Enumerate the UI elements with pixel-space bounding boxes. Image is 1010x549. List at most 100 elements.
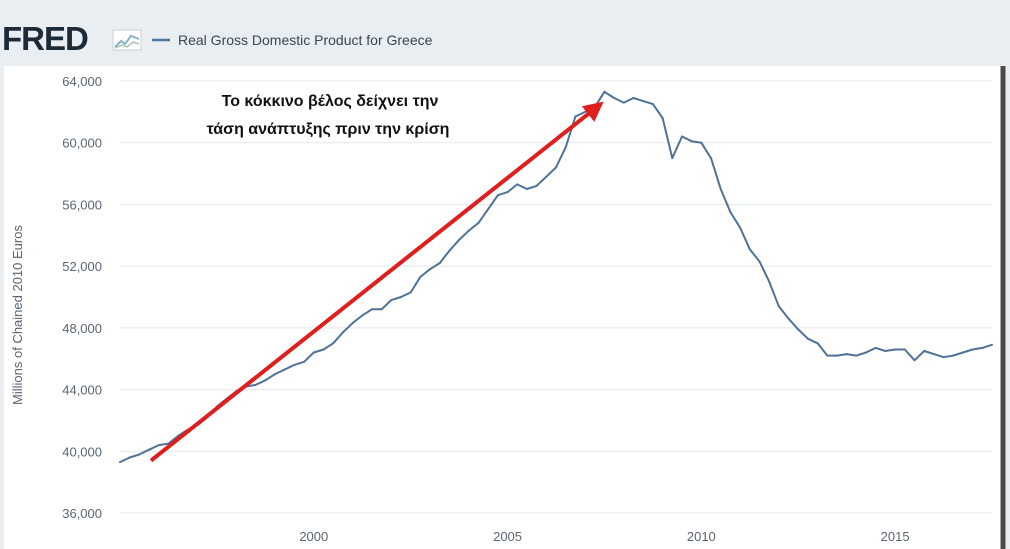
y-tick-label: 44,000 — [62, 383, 102, 398]
data-point — [923, 350, 926, 352]
data-point — [836, 354, 838, 357]
data-point — [283, 368, 286, 371]
data-point — [477, 221, 480, 224]
data-point — [564, 146, 567, 149]
annotation-line-1: Το κόκκινο βέλος δείχνει την — [222, 93, 439, 110]
data-point — [894, 348, 897, 351]
data-point — [332, 342, 335, 345]
plot-panel — [4, 66, 1001, 549]
y-tick-label: 40,000 — [62, 444, 102, 459]
data-point — [303, 360, 306, 363]
y-tick-label: 48,000 — [62, 321, 102, 336]
data-point — [758, 260, 761, 263]
data-points — [119, 90, 993, 464]
data-point — [506, 191, 509, 194]
data-point — [341, 331, 344, 334]
data-point — [845, 353, 848, 356]
data-point — [370, 308, 373, 311]
data-point — [729, 211, 732, 214]
data-point — [952, 354, 955, 357]
data-point — [806, 337, 809, 340]
data-point — [690, 140, 693, 143]
data-point — [380, 308, 383, 311]
data-point — [632, 97, 635, 99]
data-point — [545, 175, 548, 178]
data-point — [710, 157, 712, 160]
gridlines — [120, 80, 992, 514]
data-point — [312, 351, 315, 354]
y-axis-ticks: 36,000 40,000 44,000 48,000 52,000 56,000 60,0… — [62, 74, 102, 521]
y-axis-label: Millions of Chained 2010 Euros — [10, 225, 25, 405]
data-point — [748, 248, 751, 251]
data-point — [768, 280, 771, 283]
line-chart-icon — [112, 29, 142, 51]
data-point — [961, 351, 964, 354]
data-point — [351, 322, 354, 325]
data-point — [429, 268, 431, 271]
data-point — [438, 262, 441, 265]
data-point — [496, 194, 499, 197]
data-point — [525, 188, 528, 190]
data-point — [826, 354, 829, 357]
red-trend-arrow — [149, 101, 604, 463]
x-tick-label: 2005 — [493, 529, 522, 544]
data-point — [409, 291, 412, 294]
data-point — [322, 348, 325, 351]
data-point — [855, 354, 858, 357]
data-point — [777, 305, 780, 308]
fred-logo: FRED — [2, 20, 88, 57]
data-point — [903, 348, 906, 351]
data-point — [157, 444, 160, 447]
data-point — [274, 373, 276, 376]
data-point — [390, 299, 393, 302]
data-point — [651, 103, 654, 106]
data-point — [622, 101, 625, 104]
data-point — [400, 296, 402, 298]
data-point — [865, 351, 867, 354]
data-point — [991, 343, 993, 346]
data-point — [138, 453, 141, 456]
y-tick-label: 60,000 — [62, 136, 102, 151]
y-tick-label: 64,000 — [62, 74, 102, 89]
legend-label: Real Gross Domestic Product for Greece — [178, 32, 433, 48]
annotation-line-2: τάση ανάπτυξης πριν την κρίση — [207, 121, 450, 138]
data-point — [555, 166, 557, 169]
y-tick-label: 52,000 — [62, 259, 102, 274]
data-point — [681, 135, 683, 138]
data-point — [797, 328, 800, 331]
data-point — [671, 157, 674, 160]
data-point — [487, 208, 490, 211]
data-point — [603, 90, 606, 93]
data-point — [148, 448, 151, 451]
x-tick-label: 2000 — [299, 529, 328, 544]
data-point — [574, 115, 577, 118]
data-point — [942, 356, 945, 359]
x-axis-ticks: 2000 2005 2010 2015 — [299, 529, 909, 544]
data-point — [971, 348, 974, 351]
data-point — [584, 110, 587, 113]
y-tick-label: 36,000 — [62, 506, 102, 521]
data-point — [119, 461, 121, 464]
data-point — [739, 226, 742, 229]
data-point — [293, 363, 296, 366]
data-point — [981, 346, 984, 349]
data-point — [128, 456, 131, 459]
data-point — [913, 359, 916, 362]
data-point — [467, 229, 470, 232]
data-point — [700, 141, 703, 144]
data-point — [535, 184, 538, 187]
x-tick-label: 2015 — [881, 529, 910, 544]
data-point — [884, 350, 887, 352]
data-point — [661, 117, 664, 119]
data-point — [787, 317, 790, 320]
y-tick-label: 56,000 — [62, 197, 102, 212]
data-point — [254, 383, 257, 386]
data-point — [932, 353, 935, 356]
data-point — [516, 183, 519, 186]
x-tick-label: 2010 — [687, 529, 716, 544]
data-point — [419, 275, 422, 278]
data-point — [874, 346, 877, 349]
data-point — [264, 379, 267, 382]
